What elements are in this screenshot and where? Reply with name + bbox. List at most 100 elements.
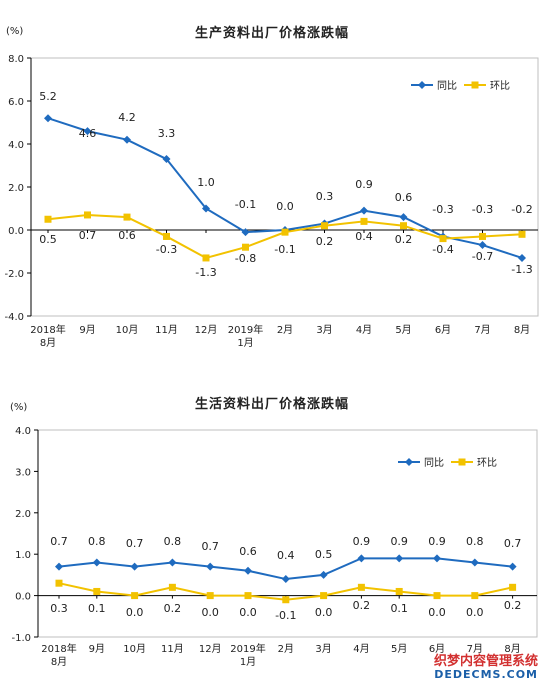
data-label: 0.9 <box>428 535 446 548</box>
data-label: 4.2 <box>118 111 136 124</box>
data-label: 4.6 <box>79 127 97 140</box>
data-label: 0.5 <box>39 233 57 246</box>
x-tick-label: 10月 <box>116 324 139 336</box>
data-label: 0.0 <box>315 606 333 619</box>
y-tick-label: 2.0 <box>15 509 31 520</box>
data-label: 0.7 <box>126 537 144 550</box>
chart-title: 生活资料出厂价格涨跌幅 <box>194 397 349 412</box>
y-tick-label: 2.0 <box>8 183 24 194</box>
y-tick-label: 0.0 <box>15 592 31 603</box>
legend-swatch-marker <box>458 458 466 466</box>
data-label: 0.0 <box>126 606 144 619</box>
chart-plot: 8.0 6.0 4.0 2.0 0.0 -2.0 -4.0 2018年 8月 9月 10月 11月 12… <box>4 54 539 349</box>
data-label: 0.4 <box>277 549 295 562</box>
data-point-1 <box>320 592 328 600</box>
data-point-0 <box>123 135 131 144</box>
data-point-1 <box>55 579 63 587</box>
data-point-1 <box>360 217 368 225</box>
x-tick-label: 5月 <box>395 324 411 336</box>
data-label: 0.1 <box>390 602 408 615</box>
legend-swatch-marker <box>405 458 413 466</box>
x-tick-label: 7月 <box>474 324 490 336</box>
data-label: 0.8 <box>164 535 182 548</box>
data-label: 1.0 <box>197 176 215 189</box>
data-point-0 <box>319 570 328 579</box>
data-label: -0.1 <box>235 198 256 211</box>
y-unit-label: (%) <box>6 26 24 37</box>
data-label: 0.3 <box>316 190 334 203</box>
data-point-1 <box>395 587 403 595</box>
data-label: -1.3 <box>511 263 532 276</box>
data-label: 0.8 <box>88 535 106 548</box>
data-point-1 <box>439 235 447 243</box>
data-label: 0.7 <box>79 229 97 242</box>
data-label: -0.1 <box>275 609 296 622</box>
data-point-0 <box>470 558 479 567</box>
legend-label: 环比 <box>477 457 497 469</box>
data-point-1 <box>321 222 328 230</box>
data-label: 5.2 <box>39 90 57 103</box>
data-label: 0.2 <box>164 602 182 615</box>
y-tick-label: 4.0 <box>8 140 24 151</box>
data-label: 0.6 <box>395 191 413 204</box>
data-point-1 <box>400 222 407 230</box>
x-tick-label: 9月 <box>89 643 105 655</box>
data-label: 0.7 <box>201 540 219 553</box>
watermark-line2: DEDECMS.COM <box>434 667 538 681</box>
x-tick-label: 11月 <box>155 324 178 336</box>
data-point-0 <box>360 206 368 215</box>
x-tick-label: 8月 <box>514 324 530 336</box>
x-tick-label: 3月 <box>315 643 331 655</box>
x-tick-label: 12月 <box>195 324 218 336</box>
data-point-0 <box>202 204 210 213</box>
y-tick-label: 1.0 <box>15 550 31 561</box>
data-label: -0.2 <box>511 203 532 216</box>
site-watermark: 织梦内容管理系统 DEDECMS.COM <box>434 654 538 681</box>
data-point-1 <box>202 254 210 262</box>
x-tick-label: 3月 <box>316 324 332 336</box>
data-label: -1.3 <box>195 266 216 279</box>
data-label: 0.0 <box>428 606 446 619</box>
data-point-1 <box>357 583 365 591</box>
data-label: -0.1 <box>274 243 295 256</box>
x-tick-label: 9月 <box>79 324 95 336</box>
data-label: 0.0 <box>201 606 219 619</box>
y-tick-label: 4.0 <box>15 426 31 437</box>
data-point-0 <box>206 562 215 571</box>
data-label: 0.2 <box>353 599 371 612</box>
x-tick-label: 6月 <box>435 324 451 336</box>
x-tick-label: 8月 <box>504 643 520 655</box>
data-point-0 <box>508 562 517 571</box>
data-label: 0.9 <box>353 535 371 548</box>
data-point-1 <box>518 230 526 238</box>
y-tick-label: 3.0 <box>15 467 31 478</box>
data-point-1 <box>282 596 290 604</box>
y-tick-label: 6.0 <box>8 97 24 108</box>
data-label: 0.1 <box>88 602 106 615</box>
x-tick-label: 12月 <box>199 643 222 655</box>
data-point-0 <box>83 127 92 136</box>
y-tick-label: -2.0 <box>4 269 24 280</box>
data-point-1 <box>93 587 101 595</box>
data-point-0 <box>168 558 177 567</box>
data-point-0 <box>281 575 290 584</box>
data-point-0 <box>357 554 366 563</box>
legend-swatch-marker <box>418 81 426 89</box>
data-point-1 <box>242 243 249 251</box>
data-point-1 <box>471 592 479 600</box>
y-tick-label: 8.0 <box>8 54 24 65</box>
data-label: -0.3 <box>432 203 453 216</box>
data-label: 0.0 <box>276 200 294 213</box>
data-point-0 <box>130 562 139 571</box>
data-label: -0.3 <box>156 243 177 256</box>
data-label: 0.6 <box>239 545 257 558</box>
data-point-1 <box>281 228 289 236</box>
data-point-0 <box>162 155 171 164</box>
data-point-0 <box>518 253 526 262</box>
data-label: 0.2 <box>316 235 334 248</box>
y-tick-label: -1.0 <box>11 633 31 644</box>
x-tick-label: 5月 <box>391 643 407 655</box>
data-point-0 <box>55 562 63 571</box>
data-label: -0.7 <box>472 250 493 263</box>
y-tick-label: -4.0 <box>4 312 24 323</box>
